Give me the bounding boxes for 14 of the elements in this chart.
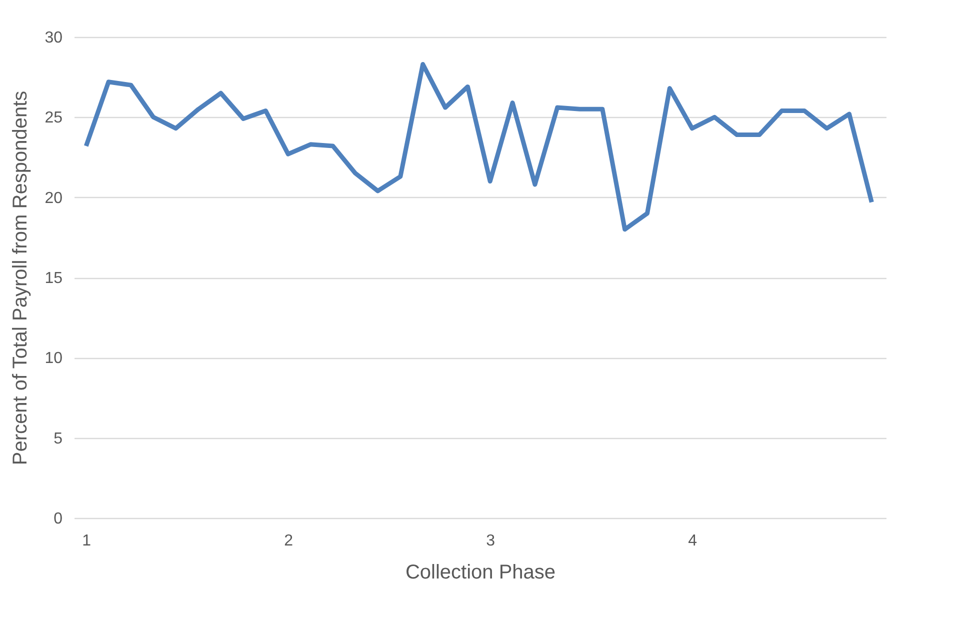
x-tick-label: 1 — [82, 532, 92, 550]
x-tick-label: 2 — [284, 532, 294, 550]
y-tick-label: 5 — [54, 430, 63, 448]
y-tick-label: 0 — [54, 510, 63, 528]
y-tick-label: 10 — [44, 350, 63, 368]
y-tick-label: 20 — [44, 190, 63, 207]
y-tick-label: 30 — [44, 30, 63, 46]
y-tick-label: 15 — [44, 270, 63, 287]
x-tick-label: 3 — [486, 532, 496, 550]
line-series — [84, 62, 874, 232]
y-axis-title: Percent of Total Payroll from Respondents — [10, 90, 32, 466]
x-tick-label: 4 — [688, 532, 698, 550]
y-tick-label: 25 — [44, 110, 63, 127]
x-axis-title: Collection Phase — [405, 562, 556, 584]
